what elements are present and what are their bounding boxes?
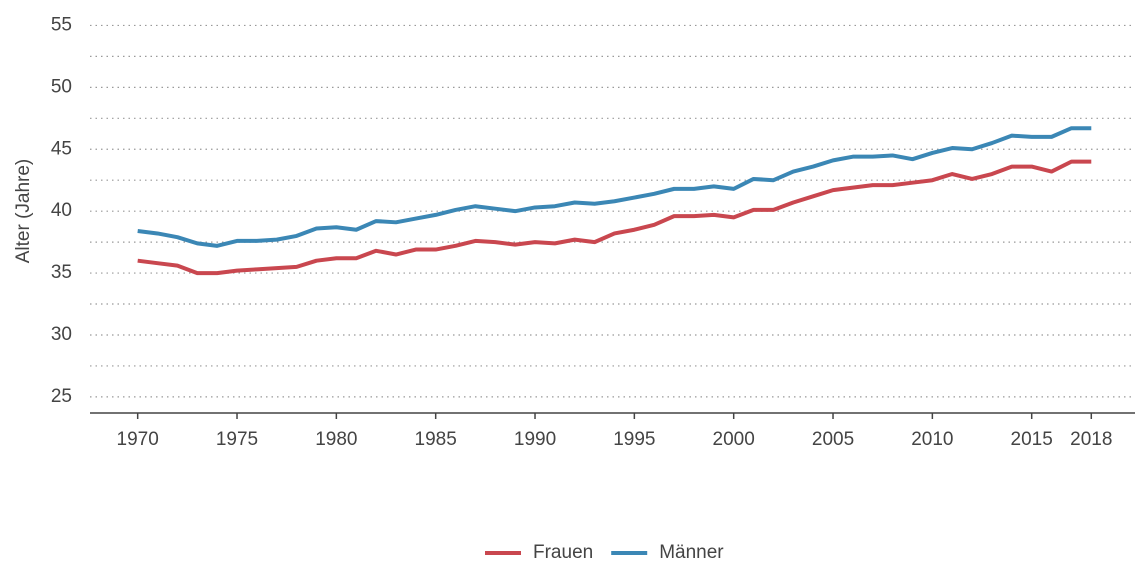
x-tick-label: 2018 — [1070, 429, 1112, 450]
x-tick-label: 1995 — [613, 429, 655, 450]
y-tick-label: 50 — [51, 76, 72, 97]
line-series — [137, 126, 1092, 248]
y-tick-label: 30 — [51, 324, 72, 345]
y-tick-label: 25 — [51, 386, 72, 407]
y-tick-label: 45 — [51, 138, 72, 159]
x-tick-label: 2010 — [911, 429, 953, 450]
x-tick-label: 1980 — [315, 429, 357, 450]
x-tick-label: 2015 — [1011, 429, 1053, 450]
legend-label: Frauen — [533, 542, 593, 563]
x-tick-label: 1990 — [514, 429, 556, 450]
line-series — [137, 159, 1092, 276]
y-tick-label: 35 — [51, 262, 72, 283]
y-tick-label: 55 — [51, 14, 72, 35]
y-axis-label: Alter (Jahre) — [13, 159, 34, 264]
legend-label: Männer — [659, 542, 724, 563]
x-tick-label: 1970 — [117, 429, 159, 450]
x-tick-label: 1975 — [216, 429, 258, 450]
x-tick-label: 2000 — [713, 429, 755, 450]
x-tick-label: 2005 — [812, 429, 854, 450]
y-tick-label: 40 — [51, 200, 72, 221]
x-tick-label: 1985 — [415, 429, 457, 450]
